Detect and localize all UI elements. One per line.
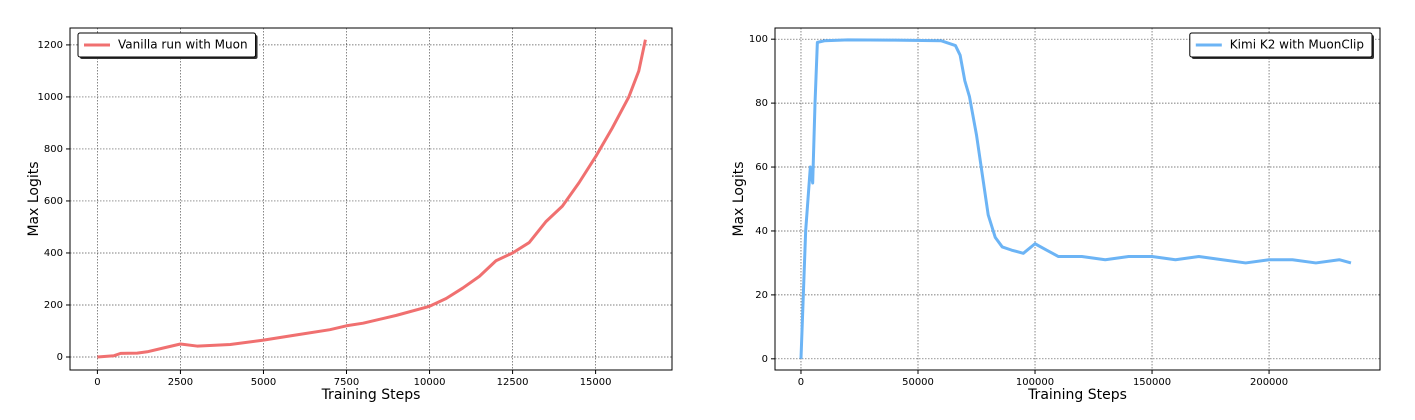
y-tick-label: 80: [755, 98, 768, 109]
x-tick-label: 50000: [902, 377, 934, 388]
x-tick-label: 150000: [1133, 377, 1171, 388]
x-tick-label: 0: [94, 377, 100, 388]
x-tick-label: 2500: [168, 377, 193, 388]
legend: Kimi K2 with MuonClip: [1189, 32, 1374, 59]
y-axis-label: Max Logits: [731, 161, 747, 236]
y-tick-label: 0: [57, 352, 63, 363]
y-axis-label: Max Logits: [26, 161, 42, 236]
x-tick-label: 7500: [334, 377, 359, 388]
x-tick-label: 12500: [497, 377, 529, 388]
y-tick-label: 0: [762, 354, 768, 365]
x-tick-label: 100000: [1016, 377, 1054, 388]
legend-label: Kimi K2 with MuonClip: [1230, 38, 1364, 52]
y-tick-label: 60: [755, 162, 768, 173]
y-tick-label: 600: [44, 196, 63, 207]
plot-frame: [69, 27, 673, 371]
y-tick-label: 200: [44, 300, 63, 311]
legend-label: Vanilla run with Muon: [118, 38, 248, 52]
legend-box: [1189, 32, 1373, 58]
y-tick-label: 1200: [38, 40, 63, 51]
x-tick-label: 15000: [580, 377, 612, 388]
legend: Vanilla run with Muon: [77, 32, 258, 59]
y-tick-label: 20: [755, 290, 768, 301]
plot: [70, 28, 672, 370]
x-tick-label: 5000: [251, 377, 276, 388]
plot-frame: [774, 27, 1381, 371]
x-tick-label: 200000: [1250, 377, 1288, 388]
x-tick-label: 0: [798, 377, 804, 388]
data-line: [97, 39, 647, 359]
y-tick-label: 40: [755, 226, 768, 237]
legend-box: [77, 32, 257, 58]
x-axis-label: Training Steps: [321, 387, 421, 403]
x-tick-label: 10000: [414, 377, 446, 388]
y-tick-label: 400: [44, 248, 63, 259]
plot: [775, 28, 1380, 370]
y-tick-label: 100: [749, 34, 768, 45]
y-tick-label: 800: [44, 144, 63, 155]
data-line: [799, 38, 1352, 359]
y-tick-label: 1000: [38, 92, 63, 103]
x-axis-label: Training Steps: [1027, 387, 1127, 403]
